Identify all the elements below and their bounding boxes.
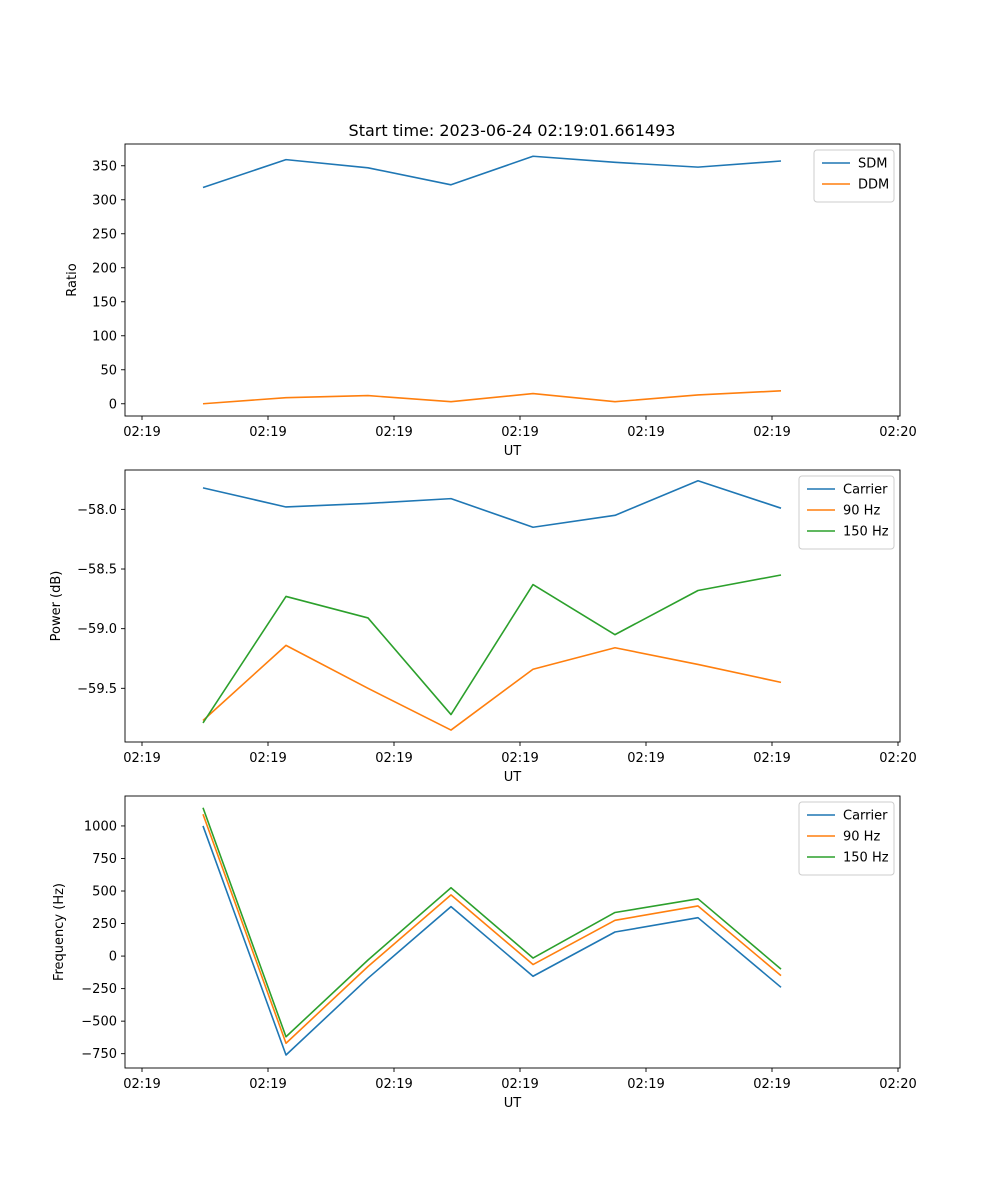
plot-frame [124,795,901,1069]
x-tick-label: 02:19 [249,425,286,440]
y-tick-label: −59.0 [77,622,117,637]
series-line-150-hz [202,807,782,1038]
series-line-sdm [202,155,782,189]
x-tick-label: 02:19 [753,751,790,766]
x-tick-label: 02:20 [879,1077,916,1092]
y-tick-label: 0 [109,397,117,412]
legend-label: DDM [858,178,889,193]
series-line-carrier [202,825,782,1056]
legend-label: SDM [858,157,887,172]
y-tick-label: 300 [92,193,117,208]
x-tick-label: 02:19 [123,1077,160,1092]
x-tick-label: 02:19 [375,751,412,766]
series-line-90-hz [202,644,782,731]
series-line-carrier [202,479,782,529]
plot-frame [124,469,901,743]
legend-label: Carrier [843,809,888,824]
x-tick-label: 02:19 [627,751,664,766]
panel-1: 02:19 02:19 02:19 02:19 02:19 02:19 02:20 0 50 10… [65,143,917,459]
legend-label: 150 Hz [843,851,889,866]
x-tick-label: 02:19 [753,1077,790,1092]
legend: Carrier 90 Hz 150 Hz [798,475,895,550]
y-tick-label: 250 [92,227,117,242]
series-line-150-hz [202,574,782,724]
x-tick-label: 02:19 [375,1077,412,1092]
panel-3: 02:19 02:19 02:19 02:19 02:19 02:19 02:20 −750 −… [52,795,917,1111]
x-tick-label: 02:19 [627,425,664,440]
x-axis-label: UT [504,444,522,459]
y-tick-label: 500 [92,885,117,900]
x-axis-label: UT [504,1096,522,1111]
series-line-ddm [202,390,782,405]
y-tick-label: 0 [109,950,117,965]
x-tick-label: 02:19 [375,425,412,440]
y-tick-label: 100 [92,329,117,344]
y-axis-label: Power (dB) [49,571,64,642]
legend: Carrier 90 Hz 150 Hz [798,801,895,876]
series-line-90-hz [202,813,782,1045]
x-tick-label: 02:19 [249,751,286,766]
x-tick-label: 02:19 [501,751,538,766]
panel-2: 02:19 02:19 02:19 02:19 02:19 02:19 02:20 −59.5… [49,469,917,785]
x-tick-label: 02:19 [501,1077,538,1092]
y-tick-label: 50 [100,363,117,378]
y-tick-label: 750 [92,852,117,867]
x-tick-label: 02:20 [879,425,916,440]
y-tick-label: 350 [92,159,117,174]
legend-label: Carrier [843,483,888,498]
x-tick-label: 02:19 [249,1077,286,1092]
y-tick-label: −500 [81,1015,117,1030]
y-tick-label: −750 [81,1047,117,1062]
x-tick-label: 02:19 [123,751,160,766]
plot-frame [124,143,901,417]
y-tick-label: −58.5 [77,563,117,578]
legend-label: 90 Hz [843,830,880,845]
y-tick-label: −250 [81,982,117,997]
y-axis-label: Frequency (Hz) [52,883,67,981]
x-tick-label: 02:19 [501,425,538,440]
y-tick-label: 150 [92,295,117,310]
x-tick-label: 02:19 [627,1077,664,1092]
figure-title: Start time: 2023-06-24 02:19:01.661493 [349,121,676,140]
legend-label: 150 Hz [843,525,889,540]
y-tick-label: 250 [92,917,117,932]
x-axis-label: UT [504,770,522,785]
y-tick-label: −59.5 [77,682,117,697]
x-tick-label: 02:20 [879,751,916,766]
legend-label: 90 Hz [843,504,880,519]
legend: SDM DDM [813,149,895,203]
x-tick-label: 02:19 [123,425,160,440]
y-axis-label: Ratio [65,263,80,296]
y-tick-label: 200 [92,261,117,276]
y-tick-label: −58.0 [77,503,117,518]
y-tick-label: 1000 [84,819,117,834]
x-tick-label: 02:19 [753,425,790,440]
